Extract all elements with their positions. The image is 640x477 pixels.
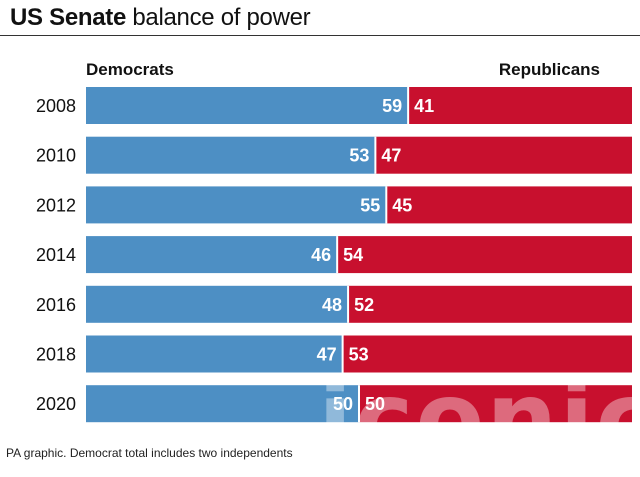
footnote: PA graphic. Democrat total includes two …: [6, 446, 293, 460]
bar-separator: [358, 385, 360, 423]
data-label-republican: 52: [354, 295, 374, 315]
data-label-democrat: 55: [360, 195, 380, 215]
data-label-democrat: 48: [322, 295, 342, 315]
bar-republican: [408, 87, 632, 124]
bar-democrat: [86, 236, 338, 274]
title-bold: US Senate: [10, 4, 127, 31]
bar-separator: [407, 87, 410, 124]
data-label-republican: 53: [349, 345, 369, 365]
year-tick-label: 2016: [36, 295, 76, 315]
data-label-democrat: 53: [349, 146, 369, 166]
legend-democrats: Democrats: [86, 60, 174, 79]
bar-republican: [359, 385, 632, 423]
bar-separator: [341, 335, 344, 373]
bar-democrat: [86, 285, 349, 323]
data-label-democrat: 47: [317, 345, 337, 365]
year-tick-label: 2008: [36, 96, 76, 116]
year-tick-label: 2012: [36, 195, 76, 215]
year-tick-label: 2010: [36, 146, 76, 166]
data-label-democrat: 46: [311, 245, 331, 265]
title-rest: balance of power: [126, 4, 311, 31]
bar-democrat: [86, 136, 376, 174]
title-divider: [0, 35, 640, 36]
year-tick-label: 2020: [36, 394, 76, 414]
year-tick-label: 2014: [36, 245, 76, 265]
data-label-republican: 45: [392, 195, 412, 215]
chart-title: US Senate balance of power: [10, 4, 311, 32]
bar-republican: [342, 335, 632, 373]
year-tick-label: 2018: [36, 345, 76, 365]
bar-republican: [375, 136, 632, 174]
bar-democrat: [86, 335, 343, 373]
bar-republican: [386, 186, 632, 224]
data-label-republican: 41: [414, 96, 434, 116]
bar-separator: [385, 186, 388, 224]
data-label-republican: 50: [365, 394, 385, 414]
bar-democrat: [86, 385, 359, 423]
data-label-democrat: 59: [382, 96, 402, 116]
bar-democrat: [86, 87, 409, 124]
bar-separator: [374, 136, 377, 174]
bar-democrat: [86, 186, 387, 224]
data-label-democrat: 50: [333, 394, 353, 414]
bar-republican: [337, 236, 632, 274]
data-label-republican: 47: [381, 146, 401, 166]
legend-republicans: Republicans: [498, 60, 600, 79]
bar-republican: [348, 285, 632, 323]
data-label-republican: 54: [343, 245, 363, 265]
bar-separator: [347, 285, 350, 323]
bar-separator: [336, 236, 339, 274]
